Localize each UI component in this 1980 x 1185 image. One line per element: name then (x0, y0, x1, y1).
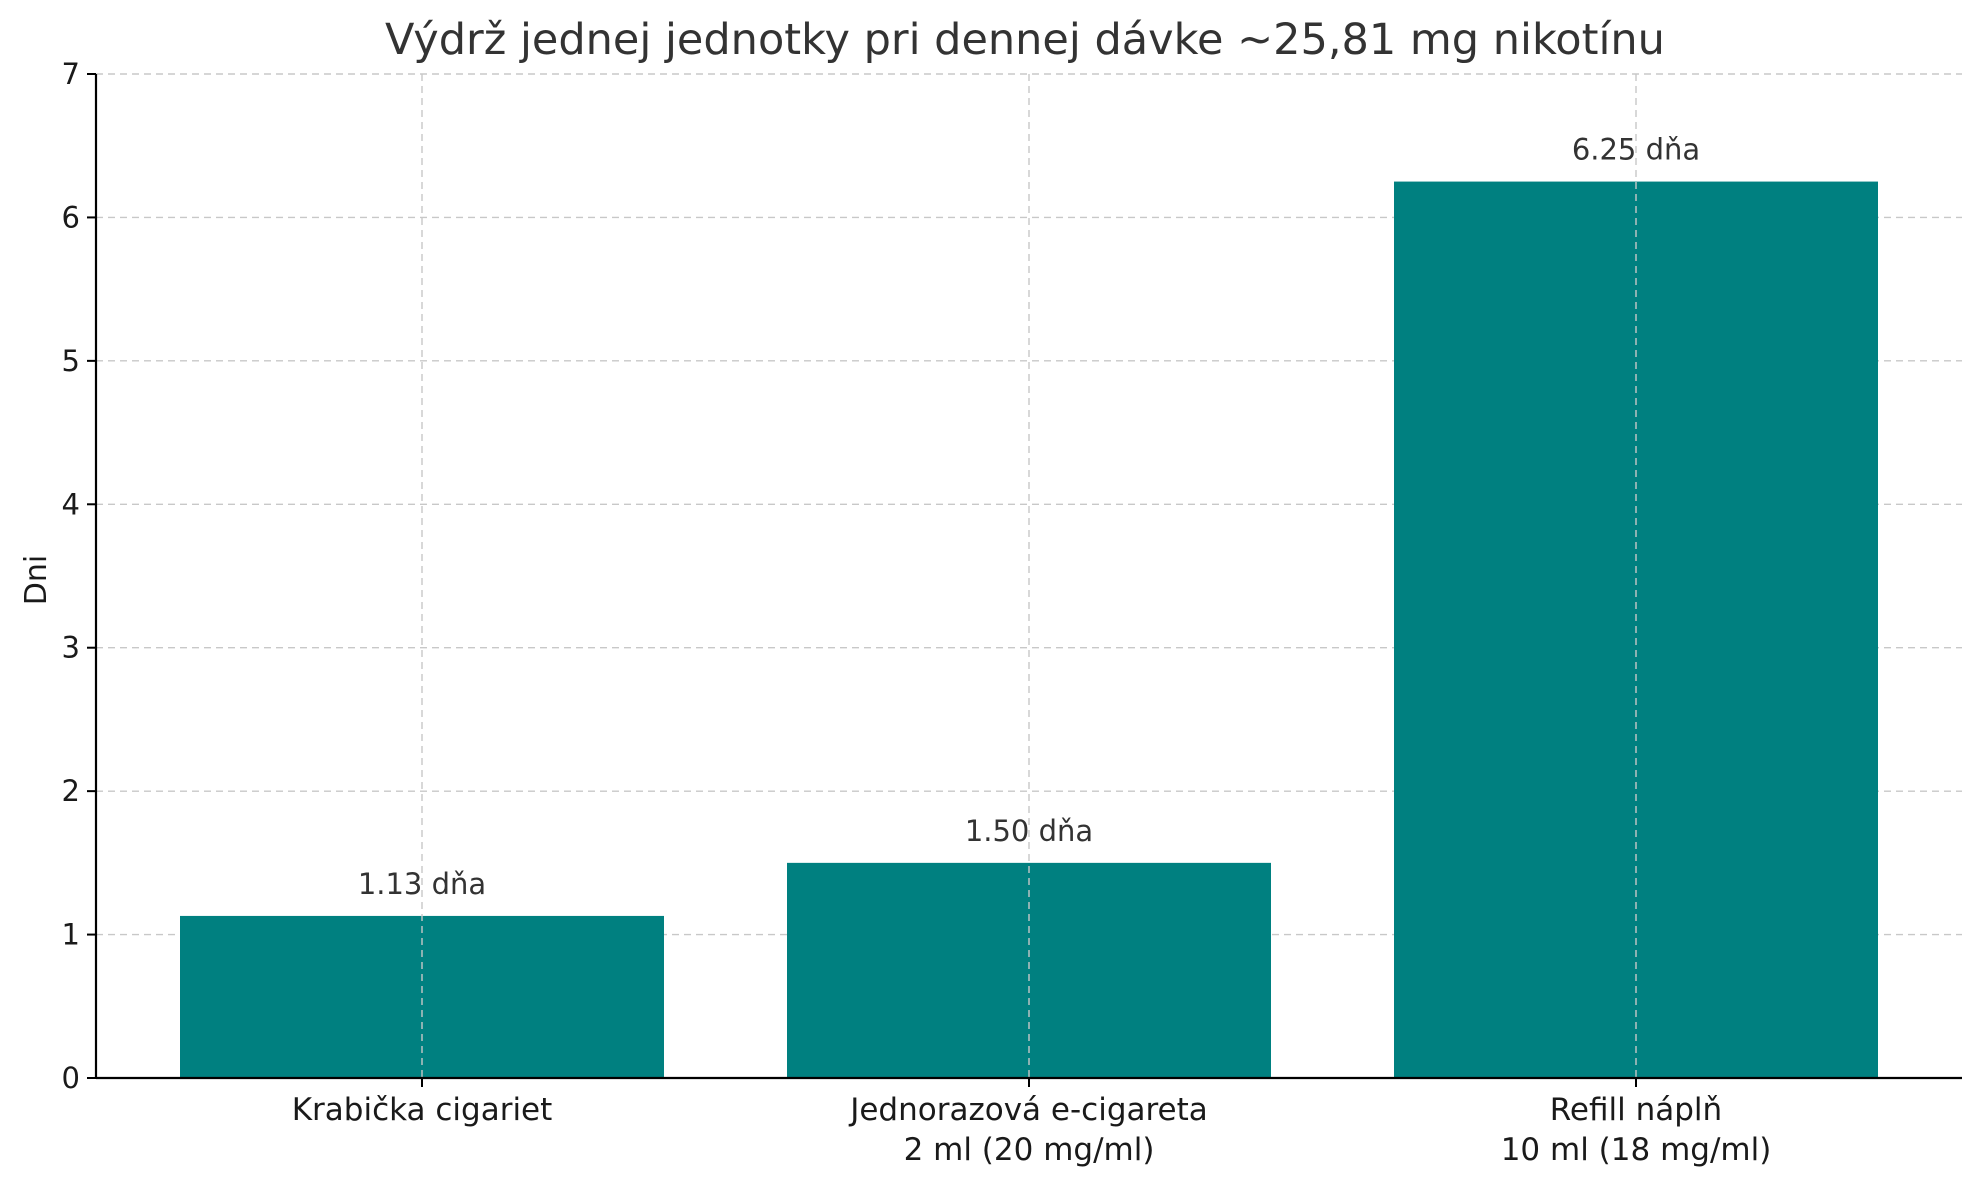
y-tick-label: 3 (62, 631, 80, 665)
y-axis-label: Dni (19, 555, 54, 605)
y-tick-label: 7 (62, 57, 80, 91)
bar-data-label: 1.50 dňa (965, 814, 1093, 848)
y-tick-label: 6 (62, 200, 80, 234)
y-tick-label: 1 (62, 918, 80, 952)
chart-title: Výdrž jednej jednotky pri dennej dávke ~… (385, 15, 1665, 65)
x-tick-label: Jednorazová e-cigareta (848, 1092, 1208, 1128)
y-tick-label: 5 (62, 344, 80, 378)
x-tick-label: 2 ml (20 mg/ml) (904, 1132, 1155, 1168)
y-tick-label: 4 (62, 487, 80, 521)
axes (87, 73, 1962, 1087)
bar-data-label: 6.25 dňa (1572, 133, 1700, 167)
labels: 0 1 2 3 4 5 6 7 1.13 dňa Krabička cigariet 1.50 dň… (62, 57, 1772, 1168)
x-tick-label: Refill náplň (1550, 1092, 1722, 1128)
y-tick-label: 2 (62, 774, 80, 808)
y-tick-label: 0 (62, 1061, 80, 1095)
bar (787, 862, 1271, 1078)
x-tick-label: Krabička cigariet (292, 1092, 553, 1128)
bar-data-label: 1.13 dňa (358, 867, 486, 901)
x-tick-label: 10 ml (18 mg/ml) (1501, 1132, 1772, 1168)
